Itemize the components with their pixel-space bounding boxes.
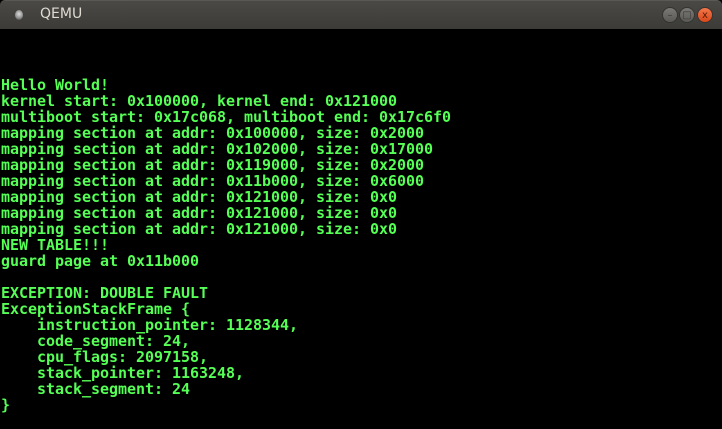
window-title: QEMU (40, 6, 83, 22)
close-button[interactable]: x (697, 7, 713, 23)
minimize-button[interactable]: – (662, 7, 678, 23)
console-line (1, 45, 721, 61)
console-line (1, 269, 721, 285)
console-line: stack_pointer: 1163248, (1, 364, 245, 382)
console-line (1, 61, 721, 77)
console-line: mapping section at addr: 0x121000, size:… (1, 188, 398, 206)
title-bar[interactable]: QEMU – □ x (0, 0, 722, 29)
console-line (1, 413, 721, 429)
console-line: mapping section at addr: 0x11b000, size:… (1, 172, 425, 190)
console-line: EXCEPTION: DOUBLE FAULT (1, 284, 209, 302)
console-line: code_segment: 24, (1, 332, 191, 350)
console-line: NEW TABLE!!! (1, 236, 110, 254)
console-line: mapping section at addr: 0x102000, size:… (1, 140, 434, 158)
console-line: cpu_flags: 2097158, (1, 348, 209, 366)
console-line: kernel start: 0x100000, kernel end: 0x12… (1, 92, 398, 110)
console-line (1, 29, 721, 45)
console-line: Hello World! (1, 76, 110, 94)
qemu-app-icon (15, 10, 23, 20)
console-line: guard page at 0x11b000 (1, 252, 200, 270)
maximize-button[interactable]: □ (679, 7, 695, 23)
console-line: mapping section at addr: 0x121000, size:… (1, 220, 398, 238)
console-line: mapping section at addr: 0x119000, size:… (1, 156, 425, 174)
console-line: multiboot start: 0x17c068, multiboot end… (1, 108, 452, 126)
console-line: instruction_pointer: 1128344, (1, 316, 299, 334)
console-line: mapping section at addr: 0x121000, size:… (1, 204, 398, 222)
console-line: ExceptionStackFrame { (1, 300, 191, 318)
console-line: stack_segment: 24 (1, 380, 191, 398)
console-line: } (1, 396, 11, 414)
vga-console[interactable]: Hello World! kernel start: 0x100000, kern… (1, 29, 721, 429)
console-line: mapping section at addr: 0x100000, size:… (1, 124, 425, 142)
